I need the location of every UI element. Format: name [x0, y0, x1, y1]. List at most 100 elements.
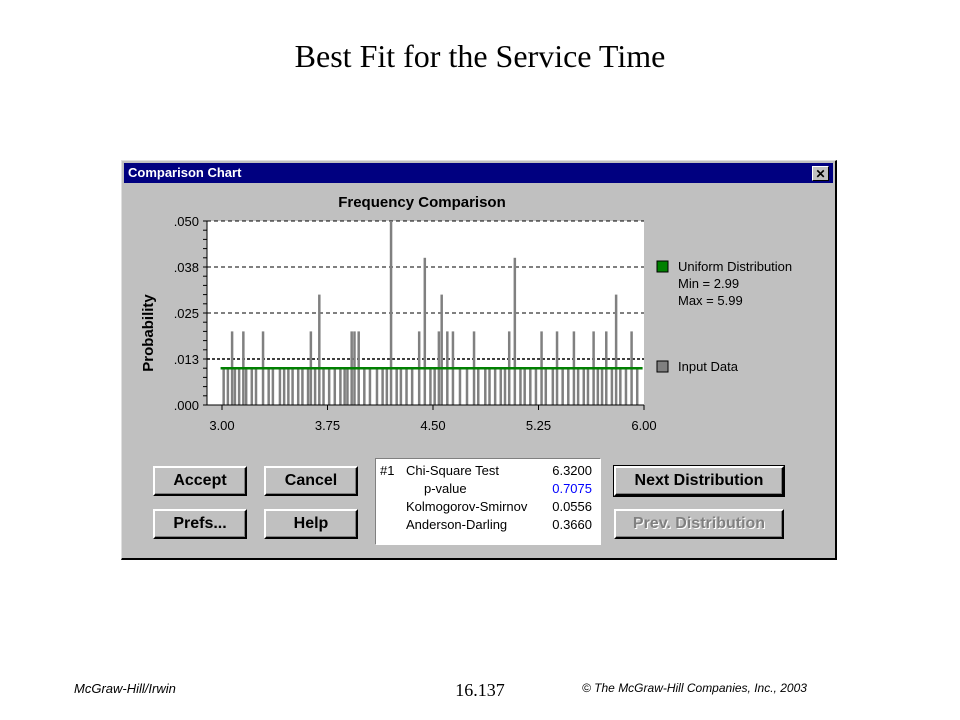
input-data-bar — [322, 368, 325, 405]
input-data-bar — [465, 368, 469, 405]
stat-label: Chi-Square Test — [406, 463, 499, 478]
chart-title: Frequency Comparison — [338, 194, 506, 211]
next-distribution-button[interactable]: Next Distribution — [613, 465, 785, 497]
input-data-bar — [614, 294, 618, 405]
legend-label: Uniform Distribution — [678, 259, 792, 274]
slide-title: Best Fit for the Service Time — [294, 38, 666, 74]
stat-value: 6.3200 — [552, 463, 592, 478]
cancel-button[interactable]: Cancel — [264, 466, 358, 496]
input-data-bar — [278, 368, 282, 405]
input-data-bar — [619, 368, 622, 405]
input-data-bar — [327, 368, 331, 405]
input-data-bar — [405, 368, 408, 405]
input-data-bar — [503, 368, 507, 405]
help-button[interactable]: Help — [264, 509, 358, 539]
stat-value: 0.7075 — [552, 481, 592, 496]
input-data-bar — [267, 368, 270, 405]
input-data-bar — [226, 368, 230, 405]
accept-button[interactable]: Accept — [153, 466, 247, 496]
frequency-comparison-chart: Frequency Comparison Probability .050 .03… — [140, 194, 792, 433]
goodness-of-fit-stats: #1 Chi-Square Test 6.3200 p-value 0.7075… — [375, 458, 601, 545]
input-data-bar — [523, 368, 526, 405]
chart-legend: Uniform Distribution Min = 2.99 Max = 5.99… — [656, 259, 792, 374]
input-data-bar — [582, 368, 586, 405]
rank-label: #1 — [380, 463, 395, 478]
y-tick-label: .025 — [174, 306, 199, 321]
input-data-bar — [596, 368, 600, 405]
legend-label: Max = 5.99 — [678, 293, 743, 308]
prev-distribution-button[interactable]: Prev. Distribution — [614, 509, 784, 539]
input-data-bar — [381, 368, 384, 405]
close-icon: ✕ — [815, 167, 826, 181]
stat-value: 0.0556 — [552, 499, 592, 514]
input-data-bar — [291, 368, 294, 405]
x-tick-label: 5.25 — [526, 418, 551, 433]
input-data-bar — [244, 368, 248, 405]
input-data-bar — [410, 368, 414, 405]
input-data-bar — [368, 368, 372, 405]
x-tick-label: 3.75 — [315, 418, 340, 433]
prev-distribution-label: Prev. Distribution — [632, 515, 766, 532]
close-button[interactable]: ✕ — [812, 166, 829, 181]
stat-label: p-value — [424, 481, 467, 496]
y-tick-label: .000 — [174, 398, 199, 413]
stats-row: Kolmogorov-Smirnov 0.0556 — [376, 499, 600, 515]
y-tick-label: .050 — [174, 214, 199, 229]
input-data-bar — [440, 294, 443, 405]
input-data-bar — [296, 368, 300, 405]
input-data-bar — [385, 368, 389, 405]
input-data-bar — [395, 368, 398, 405]
input-data-bar — [389, 221, 393, 405]
input-data-bar — [610, 368, 614, 405]
dialog-title: Comparison Chart — [128, 165, 242, 180]
comparison-chart-dialog: Comparison Chart ✕ Frequency Comparison … — [121, 160, 837, 560]
input-data-bar — [375, 368, 379, 405]
input-data-bar — [635, 368, 639, 405]
input-data-bar — [433, 368, 436, 405]
help-button-label: Help — [293, 515, 329, 532]
input-data-bar — [429, 368, 432, 405]
prefs-button[interactable]: Prefs... — [153, 509, 247, 539]
input-data-bar — [576, 368, 580, 405]
input-data-bar — [222, 368, 225, 405]
input-data-bar — [551, 368, 555, 405]
x-tick-label: 3.00 — [209, 418, 234, 433]
input-data-bar — [287, 368, 290, 405]
input-data-bar — [534, 368, 538, 405]
legend-swatch — [656, 260, 669, 273]
input-data-bar — [306, 368, 310, 405]
input-data-bar — [363, 368, 366, 405]
input-data-bar — [513, 257, 517, 405]
y-axis: .050 .038 .025 .013 .000 — [174, 214, 207, 413]
stat-label: Kolmogorov-Smirnov — [406, 499, 528, 514]
footer-page-number: 16.137 — [455, 680, 505, 700]
y-tick-label: .038 — [174, 260, 199, 275]
input-data-bar — [343, 368, 346, 405]
cancel-button-label: Cancel — [284, 472, 338, 489]
footer-copyright: © The McGraw-Hill Companies, Inc., 2003 — [582, 681, 807, 695]
input-data-bar — [233, 368, 237, 405]
x-axis: 3.00 3.75 4.50 5.25 6.00 — [209, 405, 657, 433]
footer-publisher: McGraw-Hill/Irwin — [74, 681, 176, 696]
stat-label: Anderson-Darling — [406, 517, 508, 532]
dialog-titlebar[interactable]: Comparison Chart ✕ — [124, 163, 833, 183]
input-data-bar — [624, 368, 628, 405]
accept-button-label: Accept — [173, 472, 227, 489]
y-tick-label: .013 — [174, 352, 199, 367]
input-data-bar — [339, 368, 342, 405]
legend-label: Min = 2.99 — [678, 276, 739, 291]
input-data-bar — [488, 368, 491, 405]
input-data-bar — [586, 368, 590, 405]
input-data-bar — [271, 368, 275, 405]
input-data-bar — [254, 368, 258, 405]
input-data-bar — [318, 294, 321, 405]
prefs-button-label: Prefs... — [173, 515, 227, 532]
y-axis-label: Probability — [140, 294, 157, 372]
input-data-bar — [237, 368, 241, 405]
input-data-bar — [399, 368, 403, 405]
input-data-bar — [600, 368, 604, 405]
input-data-bar — [529, 368, 532, 405]
x-tick-label: 4.50 — [420, 418, 445, 433]
input-data-bar — [519, 368, 522, 405]
legend-swatch — [656, 360, 669, 373]
